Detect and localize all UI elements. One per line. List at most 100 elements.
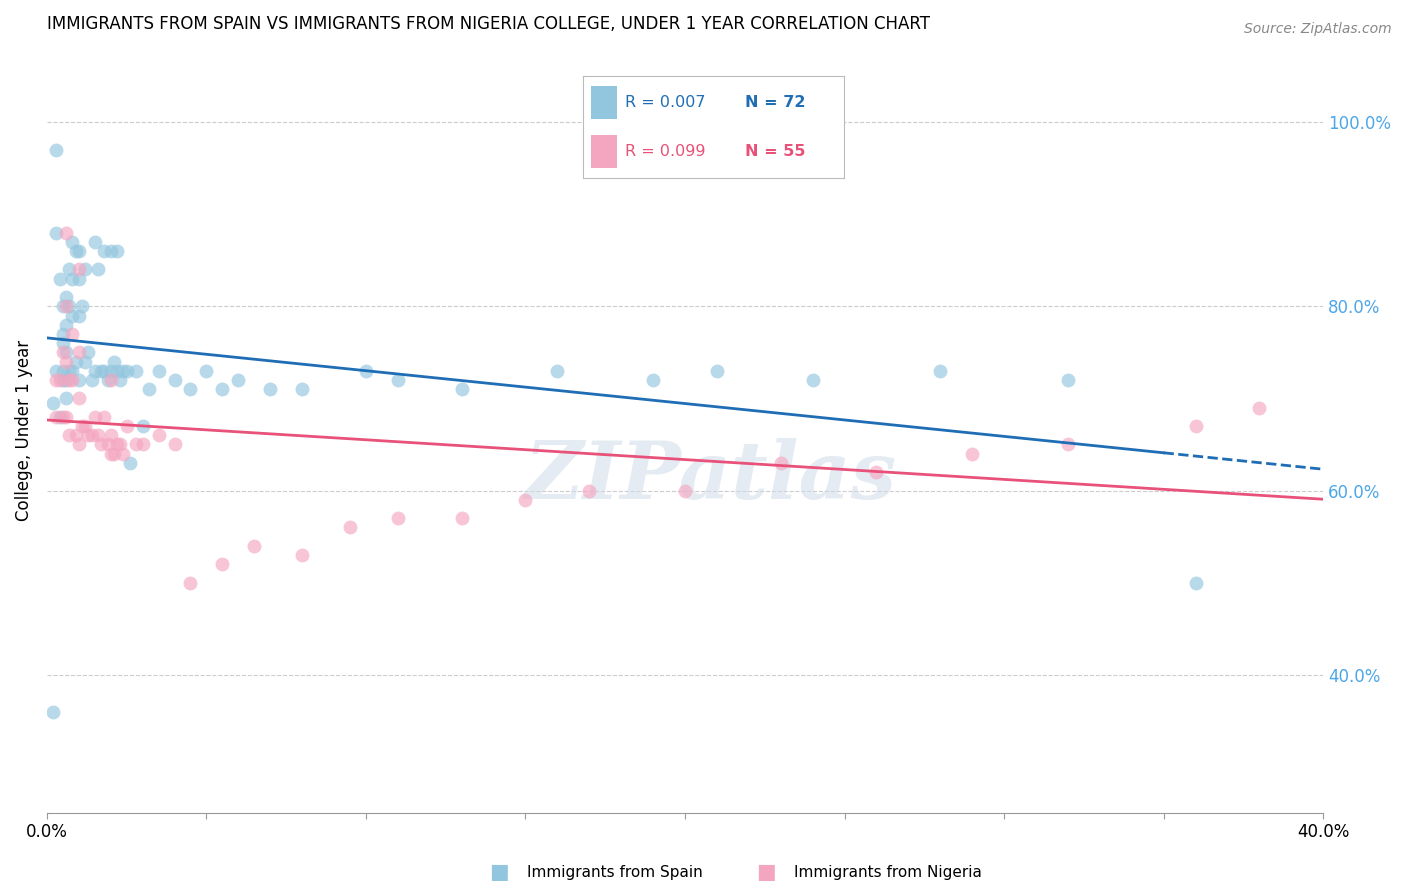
Point bbox=[339, 520, 361, 534]
Point bbox=[163, 437, 186, 451]
Point bbox=[62, 364, 84, 378]
Point bbox=[45, 373, 67, 387]
Point bbox=[515, 492, 537, 507]
Point bbox=[1184, 575, 1206, 590]
Point bbox=[67, 345, 90, 359]
Point bbox=[83, 364, 105, 378]
Point bbox=[100, 373, 122, 387]
Point bbox=[48, 271, 70, 285]
Point bbox=[179, 382, 201, 396]
Point bbox=[1057, 437, 1080, 451]
Point bbox=[67, 244, 90, 258]
Point bbox=[62, 373, 84, 387]
Point bbox=[90, 364, 112, 378]
Point bbox=[1057, 373, 1080, 387]
Point bbox=[110, 373, 132, 387]
Point bbox=[65, 244, 87, 258]
Point bbox=[58, 262, 80, 277]
Point bbox=[125, 437, 148, 451]
Point bbox=[110, 437, 132, 451]
Point bbox=[105, 364, 128, 378]
Point bbox=[673, 483, 696, 498]
Point bbox=[67, 271, 90, 285]
Point bbox=[1249, 401, 1271, 415]
Point bbox=[125, 364, 148, 378]
Point bbox=[87, 428, 110, 442]
Point bbox=[48, 409, 70, 424]
Point bbox=[45, 409, 67, 424]
Point bbox=[87, 262, 110, 277]
Point bbox=[67, 309, 90, 323]
Point bbox=[58, 364, 80, 378]
Bar bbox=[592, 136, 617, 168]
Point bbox=[148, 428, 170, 442]
Point bbox=[80, 373, 103, 387]
Text: Source: ZipAtlas.com: Source: ZipAtlas.com bbox=[1244, 22, 1392, 37]
Point bbox=[1184, 419, 1206, 434]
Point bbox=[179, 575, 201, 590]
Point bbox=[769, 456, 792, 470]
Point bbox=[55, 345, 77, 359]
Point bbox=[42, 396, 65, 410]
Point bbox=[112, 447, 135, 461]
Point bbox=[100, 244, 122, 258]
Point bbox=[291, 382, 314, 396]
Point bbox=[96, 373, 118, 387]
Point bbox=[865, 465, 887, 479]
Point bbox=[65, 354, 87, 368]
Point bbox=[58, 299, 80, 313]
Point bbox=[100, 447, 122, 461]
Point bbox=[93, 409, 115, 424]
Point bbox=[195, 364, 218, 378]
Point bbox=[52, 345, 75, 359]
Point bbox=[67, 392, 90, 406]
Point bbox=[96, 437, 118, 451]
Point bbox=[62, 326, 84, 341]
Point bbox=[62, 271, 84, 285]
Point bbox=[55, 318, 77, 332]
Point bbox=[70, 419, 93, 434]
Point bbox=[100, 428, 122, 442]
Y-axis label: College, Under 1 year: College, Under 1 year bbox=[15, 340, 32, 521]
Point bbox=[83, 235, 105, 249]
Bar bbox=[592, 87, 617, 119]
Point bbox=[103, 354, 125, 368]
Point bbox=[67, 373, 90, 387]
Point bbox=[450, 382, 472, 396]
Point bbox=[105, 244, 128, 258]
Point bbox=[131, 419, 153, 434]
Point bbox=[65, 428, 87, 442]
Point bbox=[55, 226, 77, 240]
Point bbox=[48, 373, 70, 387]
Point bbox=[118, 456, 141, 470]
Point bbox=[115, 364, 138, 378]
Point bbox=[52, 373, 75, 387]
Point bbox=[52, 336, 75, 351]
Point bbox=[259, 382, 281, 396]
Point bbox=[93, 244, 115, 258]
Point bbox=[115, 419, 138, 434]
Point bbox=[138, 382, 160, 396]
Text: ■: ■ bbox=[756, 863, 776, 882]
Point bbox=[801, 373, 824, 387]
Point bbox=[163, 373, 186, 387]
Point bbox=[929, 364, 952, 378]
Point bbox=[960, 447, 983, 461]
Point bbox=[103, 447, 125, 461]
Point bbox=[643, 373, 665, 387]
Text: R = 0.007: R = 0.007 bbox=[626, 95, 706, 110]
Text: IMMIGRANTS FROM SPAIN VS IMMIGRANTS FROM NIGERIA COLLEGE, UNDER 1 YEAR CORRELATI: IMMIGRANTS FROM SPAIN VS IMMIGRANTS FROM… bbox=[46, 15, 929, 33]
Text: ZIPatlas: ZIPatlas bbox=[524, 438, 897, 516]
Point bbox=[52, 299, 75, 313]
Point bbox=[100, 364, 122, 378]
Point bbox=[83, 409, 105, 424]
Point bbox=[578, 483, 600, 498]
Point bbox=[706, 364, 728, 378]
Point bbox=[80, 428, 103, 442]
Text: Immigrants from Nigeria: Immigrants from Nigeria bbox=[794, 865, 983, 880]
Point bbox=[93, 364, 115, 378]
Point bbox=[75, 262, 97, 277]
Point bbox=[243, 539, 266, 553]
Point bbox=[67, 262, 90, 277]
Point bbox=[55, 373, 77, 387]
